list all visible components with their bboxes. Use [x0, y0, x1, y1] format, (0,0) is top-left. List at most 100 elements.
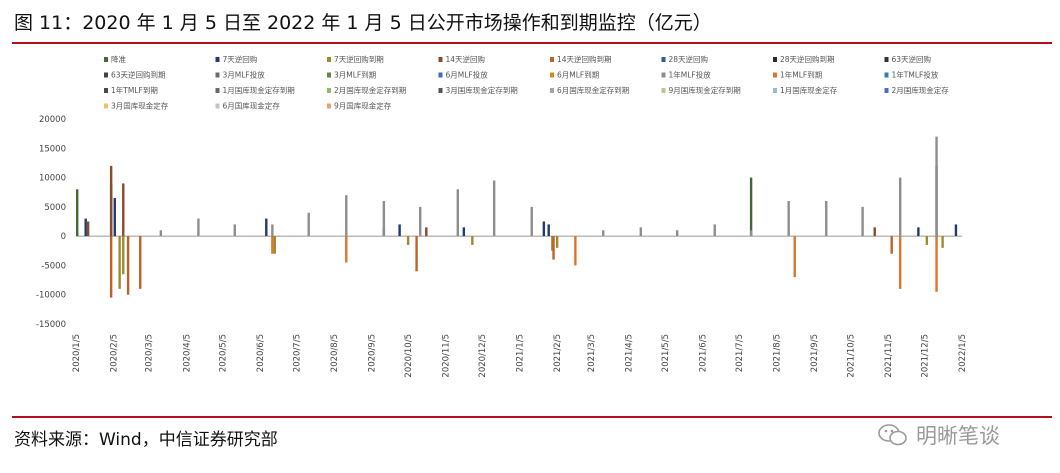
legend-label: 63天逆回购 — [892, 54, 932, 64]
bar — [122, 183, 125, 237]
legend-swatch — [773, 88, 777, 93]
chart: 降准 7天逆回购 7天逆回购到期 14天逆回购 14天逆回购到期 28天逆回购 28天逆回购… — [36, 54, 968, 378]
legend-swatch — [438, 57, 443, 62]
bar — [873, 227, 876, 237]
bar — [113, 198, 116, 237]
legend-label: 3月MLF投放 — [223, 70, 266, 80]
legend-label: 14天逆回购 — [446, 54, 486, 64]
legend-label: 降准 — [111, 54, 126, 64]
legend-swatch — [215, 72, 220, 78]
legend-swatch — [884, 88, 889, 93]
bar — [552, 236, 555, 260]
bar — [109, 236, 113, 298]
legend-swatch — [438, 88, 443, 93]
x-tick-label: 2021/2/5 — [553, 334, 563, 372]
legend-label: 7天逆回购 — [223, 54, 258, 64]
bar — [109, 165, 113, 237]
x-tick-label: 2021/9/5 — [810, 334, 820, 372]
legend-swatch — [104, 88, 108, 93]
legend-swatch — [661, 72, 666, 78]
legend-label: 3月MLF到期 — [334, 71, 376, 80]
legend-swatch — [884, 72, 889, 78]
legend-label: 28天逆回购 — [669, 54, 709, 64]
y-tick-label: -10000 — [36, 291, 66, 301]
legend-label: 1年MLF投放 — [669, 70, 712, 80]
source-note: 资料来源：Wind，中信证券研究部 — [14, 430, 278, 450]
bar — [86, 221, 90, 237]
legend-swatch — [327, 72, 331, 78]
legend-label: 2月国库现金定存到期 — [334, 85, 406, 95]
legend-label: 1月国库现金定存 — [780, 85, 838, 95]
legend-swatch — [215, 103, 220, 109]
legend-label: 3月国库现金定存 — [111, 101, 169, 111]
x-tick-label: 2020/12/5 — [478, 334, 488, 378]
x-tick-label: 2021/12/5 — [920, 334, 930, 378]
legend-swatch — [661, 57, 666, 62]
bar — [265, 218, 268, 237]
legend-swatch — [438, 72, 443, 78]
bar — [954, 224, 958, 237]
y-tick-label: 20000 — [39, 115, 66, 125]
bar — [273, 236, 276, 254]
bar — [271, 224, 274, 237]
y-tick-label: 10000 — [39, 174, 66, 184]
x-tick-label: 2020/7/5 — [293, 334, 303, 372]
bar — [126, 236, 130, 295]
bar — [941, 236, 944, 248]
legend-label: 3月国库现金定存到期 — [446, 85, 518, 95]
bar — [118, 236, 121, 289]
bar — [898, 236, 902, 289]
x-tick-label: 2021/6/5 — [699, 334, 709, 372]
legend-swatch — [327, 88, 331, 93]
bar — [935, 236, 938, 292]
bar — [530, 206, 533, 237]
bar — [76, 189, 79, 237]
bar — [555, 236, 559, 248]
bar — [551, 236, 554, 251]
legend-swatch — [215, 57, 220, 62]
bar — [471, 236, 474, 245]
bar — [861, 206, 864, 237]
x-tick-label: 2021/7/5 — [735, 334, 745, 372]
bar — [233, 224, 236, 237]
bar — [602, 230, 605, 237]
legend-swatch — [550, 72, 554, 78]
legend-label: 1年TMLF投放 — [892, 70, 939, 80]
legend-label: 6月MLF到期 — [557, 71, 599, 80]
bar — [492, 180, 496, 237]
y-tick-label: -5000 — [41, 261, 66, 271]
y-tick-label: 0 — [61, 232, 66, 242]
bar — [542, 221, 546, 237]
bar — [639, 227, 643, 237]
watermark: 明晰笔谈 — [878, 420, 1000, 450]
x-tick-label: 2022/1/5 — [958, 334, 968, 372]
bottom-rule — [12, 416, 1052, 418]
x-tick-label: 2020/5/5 — [219, 334, 229, 372]
x-tick-label: 2020/1/5 — [72, 334, 82, 372]
bar — [122, 236, 125, 275]
legend-swatch — [327, 57, 331, 62]
bar — [197, 218, 200, 237]
bar — [382, 201, 386, 237]
bar — [159, 230, 163, 237]
watermark-text: 明晰笔谈 — [916, 424, 1000, 448]
legend-swatch — [773, 72, 777, 78]
bar — [825, 201, 828, 237]
bar — [917, 227, 920, 237]
x-tick-label: 2021/10/5 — [846, 334, 856, 378]
bar — [345, 236, 348, 263]
bar — [139, 236, 142, 289]
y-axis: -15000 -10000 -5000 0 5000 10000 15000 20000 — [36, 115, 962, 330]
y-tick-label: -15000 — [36, 320, 66, 330]
legend-label: 63天逆回购到期 — [111, 70, 166, 80]
legend-label: 6月国库现金定存到期 — [557, 85, 629, 95]
bar — [749, 230, 753, 237]
legend-label: 1月国库现金定存到期 — [223, 85, 295, 95]
x-tick-label: 2021/3/5 — [587, 334, 597, 372]
x-tick-label: 2021/1/5 — [516, 334, 526, 372]
y-tick-label: 5000 — [44, 203, 66, 213]
legend-label: 9月国库现金定存 — [334, 101, 392, 111]
x-tick-label: 2020/9/5 — [368, 334, 378, 372]
bar — [415, 236, 418, 272]
legend-label: 14天逆回购到期 — [557, 54, 612, 64]
